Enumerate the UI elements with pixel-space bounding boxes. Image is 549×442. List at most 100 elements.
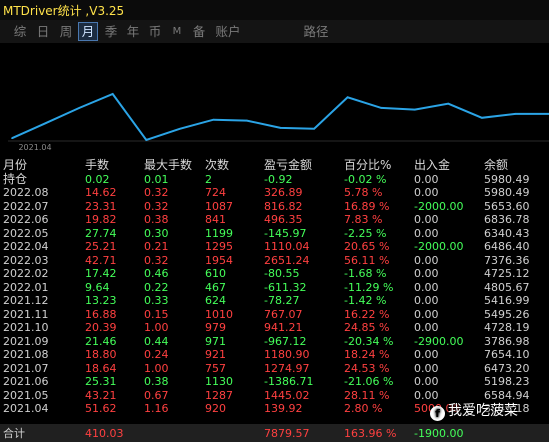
holding-max-lots: 0.01 (144, 173, 169, 186)
table-row: 2021.10 20.39 1.00 979 941.21 24.85 % 0.00 4728… (0, 321, 549, 334)
cell-pct: 24.53 % (344, 361, 390, 375)
cell-balance: 4725.12 (484, 267, 530, 280)
cell-pct: -21.06 % (344, 375, 394, 388)
day-button[interactable]: 日 (36, 24, 50, 39)
cell-pct: 16.89 % (344, 199, 390, 213)
cell-balance: 3941.18 (484, 402, 530, 415)
cell-pnl: -80.55 (264, 267, 300, 280)
header-lots: 手数 (85, 158, 110, 172)
cell-pnl: 941.21 (264, 321, 303, 334)
cell-month: 2021.08 (3, 348, 49, 361)
year-button[interactable]: 年 (126, 24, 140, 39)
cell-balance: 6486.40 (484, 240, 530, 253)
cell-pnl: 139.92 (264, 402, 303, 415)
cell-balance: 6340.43 (484, 226, 530, 240)
cell-pct: 16.22 % (344, 307, 390, 321)
table-row: 2021.12 13.23 0.33 624 -78.27 -1.42 % 0.00 5416… (0, 294, 549, 307)
header-count: 次数 (205, 158, 230, 172)
table-row: 2021.09 21.46 0.44 971 -967.12 -20.34 % -2900.… (0, 335, 549, 348)
cell-pnl: -1386.71 (264, 375, 314, 388)
cell-flow: 0.00 (414, 253, 439, 267)
cell-flow: 0.00 (414, 280, 439, 294)
cell-count: 921 (205, 348, 226, 361)
cell-pct: 28.11 % (344, 388, 390, 402)
cell-pct: 7.83 % (344, 213, 383, 226)
table-row: 2021.06 25.31 0.38 1130 -1386.71 -21.06 % 0.00… (0, 375, 549, 388)
watermark: f 我爱吃菠菜 (430, 400, 518, 422)
week-button[interactable]: 周 (59, 24, 73, 39)
cell-count: 724 (205, 186, 226, 199)
cell-max-lots: 0.44 (144, 334, 169, 348)
cell-lots: 51.62 (85, 402, 117, 415)
cell-balance: 6836.78 (484, 213, 530, 226)
cell-lots: 21.46 (85, 334, 117, 348)
cell-flow: 0.00 (414, 348, 439, 361)
table-header: 月份 手数 最大手数 次数 盈亏金额 百分比% 出入金 余额 持仓 (0, 155, 549, 186)
table-row: 2022.04 25.21 0.21 1295 1110.04 20.65 % -2000.… (0, 240, 549, 253)
total-flow: -1900.00 (414, 427, 464, 440)
holding-lots: 0.02 (85, 173, 110, 186)
cell-pnl: -967.12 (264, 334, 307, 348)
cell-lots: 18.80 (85, 348, 117, 361)
cell-month: 2021.04 (3, 402, 49, 415)
cell-month: 2021.05 (3, 388, 49, 402)
cell-balance: 7654.10 (484, 348, 530, 361)
table-row: 2022.01 9.64 0.22 467 -611.32 -11.29 % 0.00 480… (0, 281, 549, 294)
balance-point (380, 107, 383, 109)
total-pnl: 7879.57 (264, 427, 310, 440)
table-row: 2022.06 19.82 0.38 841 496.35 7.83 % 0.00 6836.… (0, 213, 549, 226)
cell-max-lots: 0.30 (144, 226, 169, 240)
table-row: 2021.08 18.80 0.24 921 1180.90 18.24 % 0.00 765… (0, 348, 549, 361)
cell-month: 2021.12 (3, 294, 49, 307)
cell-flow: 0.00 (414, 226, 439, 240)
cell-pct: -20.34 % (344, 334, 394, 348)
cell-max-lots: 0.22 (144, 280, 169, 294)
table-row: 2022.03 42.71 0.32 1954 2651.24 56.11 % 0.00 73… (0, 254, 549, 267)
holding-pnl: -0.92 (264, 173, 293, 186)
balance-point (212, 118, 215, 121)
cell-max-lots: 0.67 (144, 388, 169, 402)
cell-month: 2021.11 (3, 307, 49, 321)
holding-balance: 5980.49 (484, 173, 530, 186)
cell-max-lots: 1.16 (144, 402, 169, 415)
cell-month: 2022.07 (3, 199, 49, 213)
cell-flow: 0.00 (414, 375, 439, 388)
cell-balance: 6473.20 (484, 361, 530, 375)
cell-lots: 25.31 (85, 375, 117, 388)
cell-count: 841 (205, 213, 226, 226)
notes-button[interactable]: 备 (192, 24, 206, 39)
cell-pct: -2.25 % (344, 226, 387, 240)
header-month: 月份 (3, 158, 28, 172)
cell-pnl: 1274.97 (264, 361, 310, 375)
total-row: 合计 410.03 7879.57 163.96 % -1900.00 (0, 424, 549, 442)
cell-max-lots: 0.33 (144, 294, 169, 307)
total-pct: 163.96 % (344, 427, 397, 440)
balance-point (44, 122, 47, 124)
cell-pnl: 1110.04 (264, 240, 310, 253)
cell-pct: 56.11 % (344, 253, 390, 267)
currency-button[interactable]: 币 (148, 24, 162, 39)
path-button[interactable]: 路径 (303, 24, 329, 39)
cell-flow: 0.00 (414, 294, 439, 307)
m-button[interactable]: M (172, 26, 182, 37)
cell-flow: 0.00 (414, 321, 439, 334)
cell-max-lots: 0.32 (144, 199, 169, 213)
cell-flow: 0.00 (414, 388, 439, 402)
account-button[interactable]: 账户 (215, 24, 241, 39)
cell-lots: 25.21 (85, 240, 117, 253)
month-button[interactable]: 月 (78, 22, 98, 41)
cell-pct: -1.68 % (344, 267, 387, 280)
quarter-button[interactable]: 季 (104, 24, 118, 39)
cell-flow: 0.00 (414, 267, 439, 280)
cell-max-lots: 0.38 (144, 213, 169, 226)
cell-pnl: 1180.90 (264, 348, 310, 361)
cell-month: 2022.05 (3, 226, 49, 240)
table-row: 2021.11 16.88 0.15 1010 767.07 16.22 % 0.00 549… (0, 308, 549, 321)
cell-balance: 7376.36 (484, 253, 530, 267)
cell-count: 610 (205, 267, 226, 280)
summary-button[interactable]: 综 (13, 24, 27, 39)
balance-line-chart: 2021.04 (8, 92, 549, 152)
facebook-icon: f (430, 406, 445, 421)
cell-lots: 42.71 (85, 253, 117, 267)
cell-max-lots: 0.32 (144, 253, 169, 267)
